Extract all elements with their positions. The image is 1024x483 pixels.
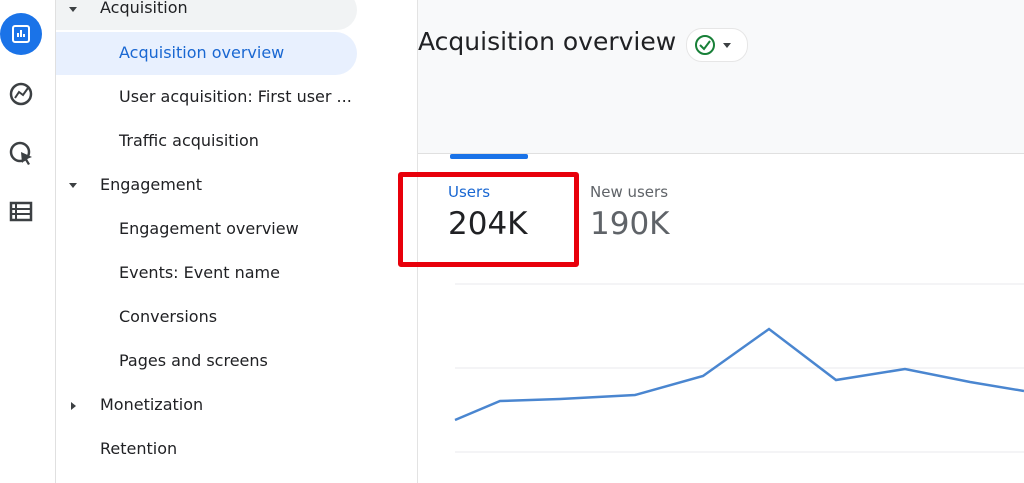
metric-label[interactable]: New users <box>590 183 669 201</box>
page-title: Acquisition overview <box>418 27 677 56</box>
explore-icon[interactable] <box>9 82 33 106</box>
metric-value: 204K <box>448 206 528 242</box>
caret-right[interactable] <box>71 402 76 410</box>
rail-icons <box>0 13 42 222</box>
nav-item[interactable]: Pages and screens <box>119 351 268 370</box>
check <box>699 40 711 51</box>
main: Acquisition overview Users 204K New user… <box>418 0 1024 483</box>
check-circle <box>695 35 715 55</box>
sidebar: Acquisition Acquisition overview User ac… <box>56 0 418 483</box>
selected-highlight <box>56 32 357 75</box>
nav-item[interactable]: User acquisition: First user ... <box>119 87 352 106</box>
caret-down[interactable] <box>69 7 77 12</box>
metric-value: 190K <box>590 206 670 242</box>
advertising-icon[interactable] <box>9 141 31 163</box>
card-graphics <box>450 154 1024 453</box>
nav-item[interactable]: Conversions <box>119 307 218 326</box>
metric-card: Users 204K New users 190K <box>418 153 1024 483</box>
nav-item[interactable]: Engagement overview <box>119 219 299 238</box>
nav-item[interactable]: Engagement <box>100 175 203 194</box>
nav-item[interactable]: Monetization <box>100 395 204 414</box>
explore-glyph <box>14 87 29 99</box>
nav-item[interactable]: Events: Event name <box>119 263 280 282</box>
section-highlight <box>56 0 357 30</box>
advertising-glyph <box>21 152 32 165</box>
status-button[interactable] <box>686 28 748 62</box>
dropdown-caret <box>723 43 731 48</box>
icon-rail <box>0 0 56 483</box>
status-icons <box>695 35 731 55</box>
nav-item[interactable]: Acquisition <box>100 0 188 17</box>
nav-item[interactable]: Traffic acquisition <box>119 131 259 150</box>
reports-glyph <box>12 25 30 43</box>
nav-item[interactable]: Acquisition overview <box>119 43 285 62</box>
metric-label[interactable]: Users <box>448 183 491 201</box>
trend-line <box>454 327 1024 422</box>
tab-indicator <box>450 154 528 159</box>
carets <box>69 7 77 410</box>
nav-item[interactable]: Retention <box>100 439 178 458</box>
highlight-box <box>398 172 579 267</box>
configure-icon[interactable] <box>9 201 33 222</box>
caret-down[interactable] <box>69 183 77 188</box>
